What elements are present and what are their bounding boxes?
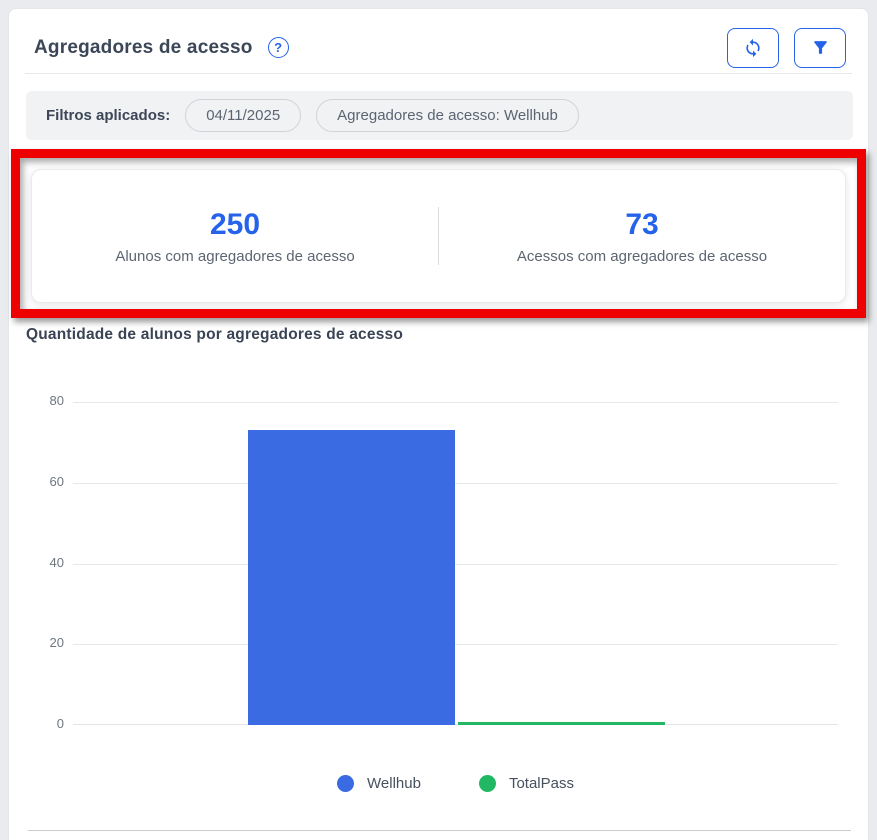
y-axis-tick: 0: [56, 716, 64, 731]
y-axis-tick: 20: [49, 635, 64, 650]
y-axis-tick: 80: [49, 393, 64, 408]
chart-legend: Wellhub TotalPass: [73, 775, 838, 792]
baseline-gridline: [73, 724, 838, 725]
gridline: [73, 402, 838, 403]
y-axis-tick: 60: [49, 474, 64, 489]
stat-value: 250: [209, 207, 261, 241]
refresh-button[interactable]: [727, 27, 779, 68]
stat-label: Acessos com agregadores de acesso: [516, 247, 768, 265]
filter-chip-aggregator[interactable]: Agregadores de acesso: Wellhub: [316, 99, 579, 132]
gridline: [73, 564, 838, 565]
stat-label: Alunos com agregadores de acesso: [115, 247, 355, 265]
summary-stats-card: 250 Alunos com agregadores de acesso 73 …: [31, 169, 846, 303]
filters-label: Filtros aplicados:: [46, 107, 171, 124]
legend-dot-totalpass-icon: [478, 775, 496, 792]
y-axis-tick: 40: [49, 555, 64, 570]
funnel-icon: [811, 38, 830, 57]
applied-filters-bar: Filtros aplicados: 04/11/2025 Agregadore…: [26, 91, 853, 140]
stat-students-with-aggregators: 250 Alunos com agregadores de acesso: [32, 208, 438, 265]
legend-dot-wellhub-icon: [337, 775, 355, 792]
legend-label: Wellhub: [367, 775, 421, 792]
stat-accesses-with-aggregators: 73 Acessos com agregadores de acesso: [439, 208, 845, 265]
chart-title: Quantidade de alunos por agregadores de …: [26, 326, 403, 343]
legend-item-totalpass[interactable]: TotalPass: [478, 775, 574, 792]
bar-chart-plot-area: [73, 402, 838, 725]
bar-totalpass[interactable]: [458, 722, 665, 725]
stat-value: 73: [625, 207, 659, 241]
legend-item-wellhub[interactable]: Wellhub: [337, 775, 421, 792]
filter-button[interactable]: [794, 27, 846, 68]
gridline: [73, 644, 838, 645]
page-title: Agregadores de acesso: [34, 36, 253, 58]
stats-vertical-divider: [438, 207, 439, 265]
question-circle-icon[interactable]: ?: [267, 37, 289, 58]
legend-label: TotalPass: [508, 775, 574, 792]
gridline: [73, 483, 838, 484]
header-buttons: [727, 27, 846, 68]
refresh-sync-icon: [743, 38, 763, 58]
aggregators-widget-card: Agregadores de acesso ? Filtros apl: [8, 8, 869, 840]
filter-chip-date[interactable]: 04/11/2025: [185, 99, 302, 132]
header-divider: [25, 73, 852, 74]
widget-header: Agregadores de acesso ?: [9, 9, 868, 68]
bottom-divider: [28, 830, 851, 831]
bar-wellhub[interactable]: [248, 430, 455, 725]
